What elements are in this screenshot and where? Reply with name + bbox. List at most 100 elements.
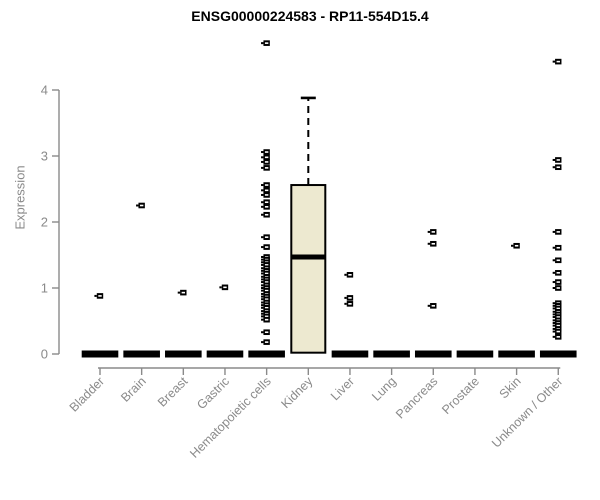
outlier-point-slit (264, 161, 269, 163)
outlier-point-nub (552, 166, 556, 169)
outlier-point-nub (261, 184, 264, 187)
x-tick-label-lung: Lung (369, 374, 399, 404)
outlier-point-nub (261, 306, 264, 309)
y-tick-label: 0 (41, 347, 48, 362)
outlier-point-nub (261, 298, 264, 301)
outlier-point-slit (264, 213, 269, 216)
y-tick-label: 3 (41, 149, 48, 164)
outlier-point-nub (552, 271, 556, 274)
outlier-point-nub (261, 193, 264, 196)
box-collapsed-bladder (81, 350, 119, 358)
outlier-point-nub (94, 294, 97, 297)
x-tick-label-hematopoietic-cells: Hematopoietic cells (187, 374, 274, 461)
outlier-point-slit (264, 42, 269, 44)
box-collapsed-pancreas (414, 350, 452, 358)
outlier-point-nub (552, 313, 556, 316)
box-collapsed-unknown-other (539, 350, 577, 358)
outlier-point-nub (261, 255, 264, 258)
outlier-point-nub (261, 201, 264, 204)
outlier-point-nub (261, 292, 264, 295)
outlier-point-slit (264, 201, 269, 203)
outlier-point-nub (552, 158, 556, 161)
box-collapsed-liver (331, 350, 369, 358)
outlier-point-slit (556, 316, 560, 318)
outlier-point-nub (261, 189, 264, 192)
outlier-point-nub (261, 315, 264, 318)
outlier-point-slit (98, 295, 102, 297)
outlier-point-nub (261, 331, 264, 334)
outlier-point-nub (261, 289, 264, 292)
outlier-point-slit (556, 330, 560, 333)
outlier-point-nub (261, 312, 264, 315)
outlier-point-nub (344, 296, 347, 299)
outlier-point-slit (556, 281, 560, 283)
outlier-point-slit (556, 324, 560, 327)
outlier-point-slit (264, 315, 269, 318)
y-tick-label: 1 (41, 281, 48, 296)
outlier-point-nub (177, 291, 181, 294)
outlier-point-nub (552, 60, 556, 63)
outlier-point-nub (261, 269, 264, 272)
outlier-point-slit (264, 307, 269, 309)
outlier-point-slit (348, 303, 352, 305)
x-tick-label-pancreas: Pancreas (393, 374, 440, 421)
outlier-point-nub (261, 267, 264, 270)
outlier-point-slit (514, 244, 519, 247)
x-tick-label-liver: Liver (328, 374, 357, 403)
outlier-point-nub (261, 258, 264, 261)
outlier-point-nub (261, 156, 264, 159)
box-collapsed-hematopoietic-cells (248, 350, 285, 358)
outlier-point-nub (552, 310, 556, 313)
outlier-point-nub (552, 316, 556, 319)
outlier-point-slit (264, 331, 269, 334)
outlier-point-slit (181, 291, 186, 294)
outlier-point-slit (264, 341, 269, 343)
box-collapsed-lung (373, 350, 410, 358)
outlier-point-nub (427, 242, 431, 245)
outlier-point-slit (223, 286, 227, 289)
outlier-point-nub (261, 341, 264, 344)
outlier-point-nub (261, 284, 264, 287)
outlier-point-slit (556, 246, 560, 249)
box-kidney (290, 184, 327, 354)
outlier-point-slit (348, 274, 352, 276)
outlier-point-nub (261, 310, 264, 313)
outlier-point-slit (348, 297, 352, 299)
x-tick-label-brain: Brain (118, 374, 149, 405)
outlier-point-nub (344, 302, 347, 305)
outlier-point-slit (264, 272, 269, 275)
outlier-point-slit (264, 289, 269, 292)
outlier-point-slit (556, 166, 560, 169)
box-collapsed-prostate (456, 350, 494, 358)
outlier-point-slit (264, 184, 269, 186)
outlier-point-nub (261, 301, 264, 304)
outlier-point-nub (511, 244, 514, 247)
outlier-point-nub (261, 287, 264, 289)
outlier-point-nub (261, 166, 264, 169)
outlier-point-nub (261, 236, 264, 239)
outlier-point-slit (431, 305, 435, 307)
outlier-point-slit (556, 307, 560, 310)
chart-title: ENSG00000224583 - RP11-554D15.4 (191, 8, 429, 24)
box-collapsed-skin (498, 350, 535, 358)
y-tick-label: 4 (41, 83, 48, 98)
x-tick-label-skin: Skin (497, 374, 524, 401)
outlier-point-slit (431, 242, 435, 245)
x-tick-label-prostate: Prostate (439, 374, 482, 417)
outlier-point-slit (264, 281, 269, 283)
outlier-point-nub (261, 304, 264, 307)
outlier-point-nub (552, 327, 556, 330)
outlier-point-nub (552, 302, 556, 305)
outlier-point-slit (264, 189, 269, 192)
outlier-point-nub (552, 304, 556, 307)
outlier-point-slit (556, 231, 560, 233)
outlier-point-slit (556, 259, 560, 262)
outlier-point-nub (261, 151, 264, 154)
outlier-point-nub (261, 213, 264, 216)
outlier-point-nub (552, 324, 556, 327)
outlier-point-nub (261, 272, 264, 275)
outlier-point-slit (264, 236, 269, 238)
outlier-point-slit (264, 194, 269, 196)
x-tick-label-gastric: Gastric (194, 374, 232, 412)
outlier-point-nub (552, 335, 556, 338)
